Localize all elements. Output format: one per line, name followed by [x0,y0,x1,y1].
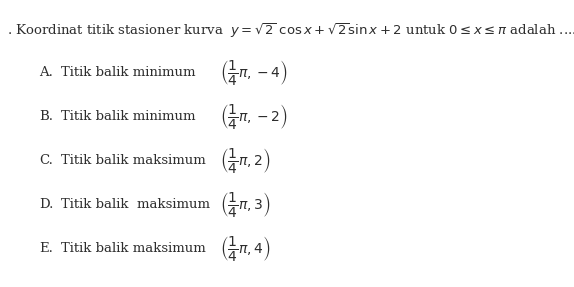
Text: E.: E. [39,242,53,255]
Text: Titik balik minimum: Titik balik minimum [61,110,196,123]
Text: . Koordinat titik stasioner kurva  $y = \sqrt{2}\ \cos x + \sqrt{2}\sin x + 2$ u: . Koordinat titik stasioner kurva $y = \… [7,21,574,40]
Text: C.: C. [39,154,53,167]
Text: A.: A. [39,66,53,79]
Text: B.: B. [39,110,53,123]
Text: $\left(\dfrac{1}{4}\pi,3\right)$: $\left(\dfrac{1}{4}\pi,3\right)$ [220,190,270,219]
Text: Titik balik maksimum: Titik balik maksimum [61,154,205,167]
Text: $\left(\dfrac{1}{4}\pi,2\right)$: $\left(\dfrac{1}{4}\pi,2\right)$ [220,146,270,175]
Text: Titik balik  maksimum: Titik balik maksimum [61,198,210,211]
Text: Titik balik maksimum: Titik balik maksimum [61,242,205,255]
Text: $\left(\dfrac{1}{4}\pi,-2\right)$: $\left(\dfrac{1}{4}\pi,-2\right)$ [220,102,288,131]
Text: $\left(\dfrac{1}{4}\pi,4\right)$: $\left(\dfrac{1}{4}\pi,4\right)$ [220,234,270,263]
Text: Titik balik minimum: Titik balik minimum [61,66,196,79]
Text: $\left(\dfrac{1}{4}\pi,-4\right)$: $\left(\dfrac{1}{4}\pi,-4\right)$ [220,58,288,87]
Text: D.: D. [39,198,53,211]
